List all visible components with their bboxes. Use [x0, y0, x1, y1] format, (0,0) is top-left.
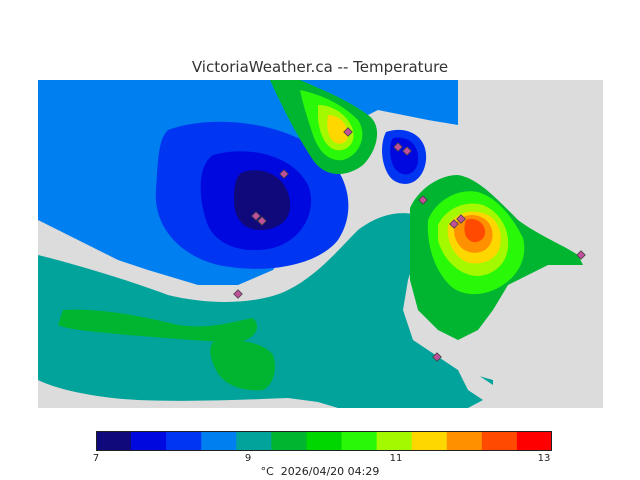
station-marker [456, 214, 466, 224]
legend-cell [96, 431, 132, 451]
contour-south-green [210, 340, 275, 391]
legend-cell [411, 431, 448, 451]
legend-tick-9: 9 [244, 453, 252, 464]
legend-cell [201, 431, 237, 451]
station-marker [251, 211, 261, 221]
legend-caption: °C 2026/04/20 04:29 [0, 465, 640, 478]
map-title: VictoriaWeather.ca -- Temperature [191, 58, 449, 76]
station-marker [402, 146, 412, 156]
legend-cell [376, 431, 413, 451]
station-marker [449, 219, 459, 229]
legend-cell [481, 431, 518, 451]
station-marker [418, 195, 428, 205]
contour-southwest-green [58, 309, 258, 342]
legend-cell [516, 431, 552, 451]
legend-cell [131, 431, 167, 451]
contour-navy [234, 170, 291, 230]
legend-cell [446, 431, 483, 451]
legend-tick-7: 7 [92, 453, 100, 464]
legend-cell [236, 431, 272, 451]
station-marker [576, 250, 586, 260]
station-marker [432, 352, 442, 362]
station-marker [257, 216, 267, 226]
legend-tick-11: 11 [389, 453, 403, 464]
legend-timestamp: 2026/04/20 04:29 [280, 465, 380, 478]
station-markers [233, 127, 586, 362]
legend-border [96, 431, 552, 451]
station-marker [343, 127, 353, 137]
contour-north-gold [327, 115, 348, 144]
legend-tick-13: 13 [537, 453, 551, 464]
land-southeast [458, 370, 498, 408]
legend-cell [271, 431, 307, 451]
station-marker [233, 289, 243, 299]
color-legend [96, 431, 552, 451]
legend-unit: °C [260, 465, 274, 478]
station-marker [393, 142, 403, 152]
legend-cell [166, 431, 202, 451]
station-marker [279, 169, 289, 179]
legend-cell [341, 431, 378, 451]
contour-east-red [464, 219, 486, 243]
legend-cell [306, 431, 343, 451]
contour-teal [38, 213, 493, 408]
land-south [38, 380, 338, 408]
temperature-map [38, 80, 603, 408]
